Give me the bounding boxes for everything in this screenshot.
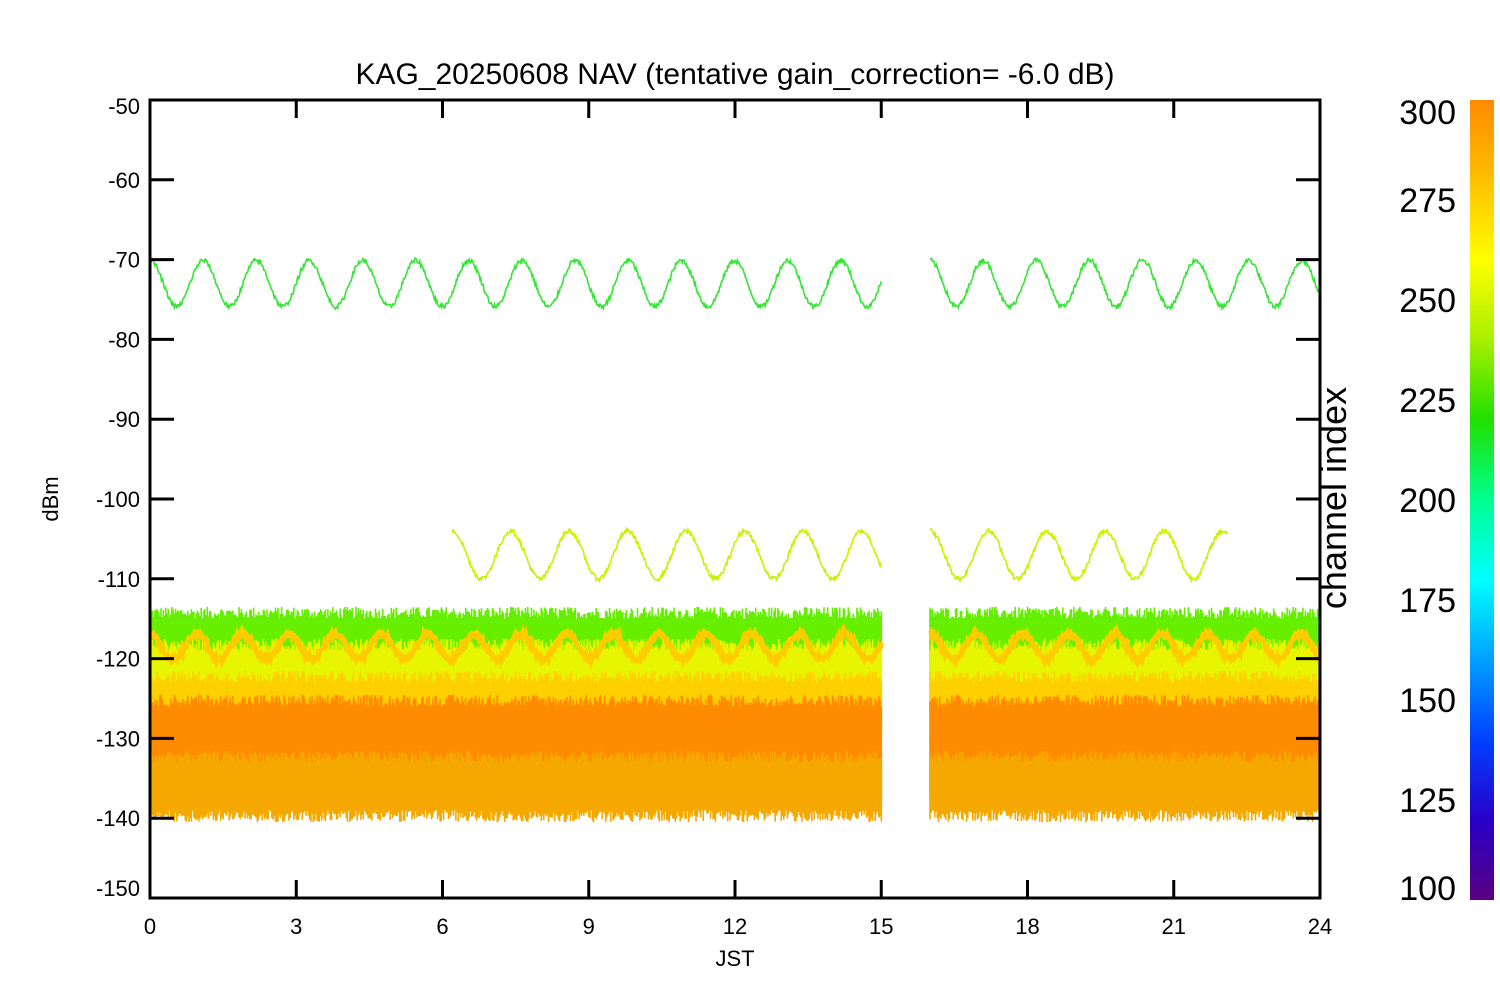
y-tick-label: -60 <box>108 168 140 193</box>
x-tick-label: 12 <box>723 914 747 939</box>
series-line-ch240-seg1 <box>929 256 1320 312</box>
colorbar-tick-label: 300 <box>1399 94 1456 132</box>
colorbar-tick-label: 150 <box>1399 682 1456 720</box>
x-axis-title: JST <box>715 946 754 971</box>
y-tick-label: -100 <box>96 487 140 512</box>
series-line-ch280-seg1 <box>928 623 1320 670</box>
y-tick-label: -150 <box>96 876 140 901</box>
y-tick-label: -110 <box>98 567 140 592</box>
x-tick-label: 24 <box>1308 914 1332 939</box>
series-line-ch240-seg0 <box>150 256 883 312</box>
colorbar-tick-label: 275 <box>1399 182 1456 220</box>
series-line-ch280-seg0 <box>150 622 884 671</box>
colorbar-ticks: 300 275 250 225 200 175 150 125 100 <box>1399 94 1456 908</box>
y-tick-label: -70 <box>108 248 140 273</box>
y-tick-label: -80 <box>108 327 140 352</box>
x-tick-label: 0 <box>144 914 156 939</box>
y-axis: -50 -60 -70 -80 -90 -100 -110 -120 -130 -140 -150 <box>96 94 1320 901</box>
y-tick-label: -140 <box>96 806 140 831</box>
noise-fill-ch285-seg0 <box>150 762 882 811</box>
colorbar <box>1470 100 1494 900</box>
colorbar-tick-label: 200 <box>1399 482 1456 520</box>
x-tick-label: 6 <box>436 914 448 939</box>
colorbar-tick-label: 125 <box>1399 782 1456 820</box>
x-tick-label: 15 <box>869 914 893 939</box>
series-line-ch268-seg0 <box>451 526 883 584</box>
colorbar-tick-label: 175 <box>1399 582 1456 620</box>
colorbar-tick-label: 225 <box>1399 382 1456 420</box>
colorbar-tick-label: 100 <box>1399 870 1456 908</box>
x-axis: 0 3 6 9 12 15 18 21 24 <box>144 100 1332 939</box>
y-tick-label: -90 <box>108 407 140 432</box>
x-tick-label: 9 <box>583 914 595 939</box>
x-tick-label: 18 <box>1015 914 1039 939</box>
y-tick-label: -120 <box>96 647 140 672</box>
colorbar-title: channel index <box>1313 387 1354 609</box>
chart-title: KAG_20250608 NAV (tentative gain_correct… <box>355 58 1114 91</box>
y-tick-label: -130 <box>96 726 140 751</box>
y-tick-label: -50 <box>108 94 140 119</box>
y-axis-title: dBm <box>38 476 63 521</box>
colorbar-tick-label: 250 <box>1399 282 1456 320</box>
series-line-ch268-seg1 <box>929 526 1229 584</box>
noise-fill-ch285-seg1 <box>930 762 1320 811</box>
x-tick-label: 21 <box>1162 914 1186 939</box>
data-layer <box>150 256 1320 823</box>
x-tick-label: 3 <box>290 914 302 939</box>
